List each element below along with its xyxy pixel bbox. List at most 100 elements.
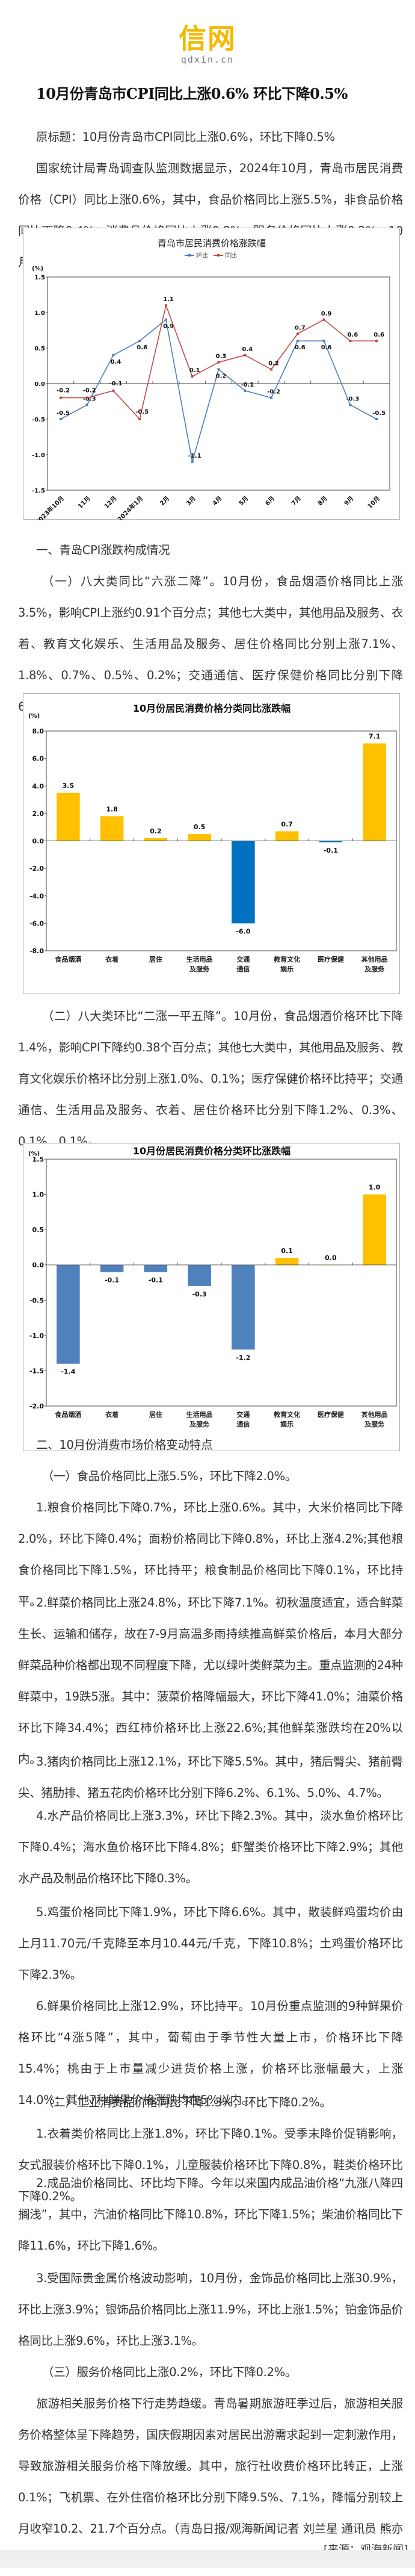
svg-text:0.2: 0.2 [150,827,162,835]
svg-text:8月: 8月 [316,495,328,507]
svg-text:0.1: 0.1 [281,1247,293,1255]
svg-text:医疗保健: 医疗保健 [318,955,345,963]
svg-text:0.5: 0.5 [194,823,206,831]
svg-text:-1.4: -1.4 [61,1368,75,1376]
svg-text:青岛市居民消费价格涨跌幅: 青岛市居民消费价格涨跌幅 [158,238,266,249]
svg-text:10月份居民消费价格分类同比涨跌幅: 10月份居民消费价格分类同比涨跌幅 [133,703,290,714]
svg-text:-2.0: -2.0 [29,1402,44,1410]
industrial-item-1: 1.衣着类价格同比上涨1.8%，环比下降0.1%。受季末降价促销影响，女式服装价… [18,2127,403,2203]
svg-text:交通: 交通 [236,1410,250,1419]
svg-text:0.6: 0.6 [347,332,358,338]
svg-text:-0.5: -0.5 [29,1296,44,1304]
site-logo[interactable]: 信网 qdxin.cn [0,23,415,65]
svg-text:-6.0: -6.0 [29,919,44,927]
svg-text:居住: 居住 [149,1410,162,1419]
svg-text:-0.1: -0.1 [105,1276,119,1284]
svg-text:食品烟酒: 食品烟酒 [55,1410,81,1419]
svg-text:8.0: 8.0 [32,727,45,735]
svg-text:0.5: 0.5 [34,346,45,352]
svg-text:0.0: 0.0 [32,1262,45,1269]
svg-text:-0.5: -0.5 [372,410,386,417]
svg-text:2.0: 2.0 [32,810,45,818]
svg-text:0.0: 0.0 [325,1254,337,1262]
svg-text:0.4: 0.4 [242,346,253,353]
svg-text:1.0: 1.0 [34,310,45,317]
svg-text:4月: 4月 [211,495,223,507]
yoy-bar-chart-svg: 10月份居民消费价格分类同比涨跌幅 (%) 8.0 6.0 4.0 2.0 0.0 -2.0 -… [28,703,397,973]
svg-text:及服务: 及服务 [364,1420,385,1428]
svg-text:(%): (%) [32,266,43,272]
industrial-item-3: 3.受国际贵金属价格波动影响，10月份，金饰品价格同比上涨30.9%，环比上涨3… [18,2271,403,2348]
svg-text:衣着: 衣着 [105,1410,118,1419]
svg-text:3.5: 3.5 [63,782,75,790]
svg-text:0.2: 0.2 [216,373,227,379]
article-title: 10月份青岛市CPI同比上涨0.6% 环比下降0.5% [36,85,348,102]
svg-text:0.0: 0.0 [34,381,45,388]
svg-text:居住: 居住 [149,955,162,963]
svg-text:衣着: 衣着 [105,955,118,963]
svg-text:0.6: 0.6 [321,344,332,351]
svg-text:3月: 3月 [185,495,197,507]
svg-text:同比: 同比 [225,252,237,260]
food-item-6: 6.鲜果价格同比上涨12.9%，环比持平。10月份重点监测的9种鲜果价格环比“4… [18,1999,403,2107]
svg-text:教育文化: 教育文化 [273,1410,300,1419]
svg-text:生活用品: 生活用品 [186,955,213,963]
original-title: 原标题：10月份青岛市CPI同比上涨0.6%，环比下降0.5% [36,130,335,144]
svg-text:-1.2: -1.2 [236,1354,250,1361]
svg-text:通信: 通信 [236,1420,250,1428]
svg-text:-0.5: -0.5 [135,409,149,415]
svg-text:-0.2: -0.2 [267,389,280,396]
svg-text:-2.0: -2.0 [29,865,44,873]
svg-text:2023年10月: 2023年10月 [34,494,66,520]
svg-text:1.0: 1.0 [32,1191,45,1199]
svg-text:-0.1: -0.1 [241,382,254,388]
svg-text:其他用品: 其他用品 [361,955,388,963]
svg-text:2月: 2月 [159,495,171,507]
svg-text:0.4: 0.4 [111,359,121,366]
logo-mark: 信网 [179,22,236,55]
svg-text:7.1: 7.1 [369,733,381,741]
svg-text:交通: 交通 [236,955,250,963]
svg-text:生活用品: 生活用品 [186,1410,213,1419]
svg-text:5月: 5月 [238,495,250,507]
food-item-3: 3.猪肉价格同比上涨12.1%，环比下降5.5%。其中，猪后臀尖、猪前臀尖、猪肋… [18,1755,403,1800]
svg-text:0.0: 0.0 [32,838,45,845]
svg-text:1.8: 1.8 [106,805,118,813]
mom-bar-chart-svg: 10月份居民消费价格分类环比涨跌幅 (%)1.5 1.0 0.5 0.0 -0.5 -1.0… [28,1145,397,1428]
svg-text:1.0: 1.0 [369,1184,381,1192]
food-item-1: 1.粮食价格同比下降0.7%，环比上涨0.6%。其中，大米价格同比下降2.0%，… [18,1501,403,1608]
svg-text:-4.0: -4.0 [29,892,44,900]
svg-text:(%): (%) [28,713,40,720]
svg-text:其他用品: 其他用品 [361,1410,388,1419]
svg-text:0.2: 0.2 [268,360,279,367]
svg-text:-1.0: -1.0 [29,1332,44,1340]
svg-text:10月份居民消费价格分类环比涨跌幅: 10月份居民消费价格分类环比涨跌幅 [133,1145,290,1157]
food-item-5: 5.鸡蛋价格同比下降1.9%，环比下降6.6%。其中，散装鲜鸡蛋均价由上月11.… [18,1905,403,1982]
svg-text:医疗保健: 医疗保健 [318,1410,345,1419]
svg-text:(%): (%) [28,1151,40,1157]
svg-text:及服务: 及服务 [189,965,210,973]
section1-heading: 一、青岛CPI涨跌构成情况 [36,543,170,557]
svg-text:-1.5: -1.5 [32,488,45,494]
svg-text:11月: 11月 [76,495,91,510]
mom-bar-chart: 10月份居民消费价格分类环比涨跌幅 (%) 1.5 1.0 0.5 0.0 -0.5 -1.0… [23,1143,400,1451]
svg-text:2024年1月: 2024年1月 [115,494,144,520]
svg-text:-8.0: -8.0 [29,947,44,955]
svg-text:1.5: 1.5 [32,1156,45,1163]
svg-text:12月: 12月 [103,495,118,510]
service-item-1: 旅游相关服务价格下行走势趋缓。青岛暑期旅游旺季过后，旅游相关服务价格整体呈下降趋… [18,2397,403,2567]
svg-text:食品烟酒: 食品烟酒 [55,955,81,963]
svg-text:-6.0: -6.0 [236,927,250,935]
svg-text:娱乐: 娱乐 [280,965,294,973]
svg-text:-1.5: -1.5 [29,1367,44,1375]
svg-text:0.6: 0.6 [295,344,306,351]
svg-text:0.1: 0.1 [189,367,200,374]
svg-text:-0.5: -0.5 [32,417,45,423]
yoy-bar-chart: 10月份居民消费价格分类同比涨跌幅 (%) 8.0 6.0 4.0 2.0 0.0 -2.0 -… [23,693,400,994]
section1-paragraph2: （二）八大类环比“二涨一平五降”。10月份，食品烟酒价格环比下降1.4%，影响C… [18,1009,403,1148]
svg-text:7月: 7月 [290,495,302,507]
footer-bar [0,2550,415,2568]
svg-text:0.6: 0.6 [137,344,147,351]
food-item-4: 4.水产品价格同比上涨3.3%，环比下降2.3%。其中，淡水鱼价格环比下降0.4… [18,1809,403,1885]
